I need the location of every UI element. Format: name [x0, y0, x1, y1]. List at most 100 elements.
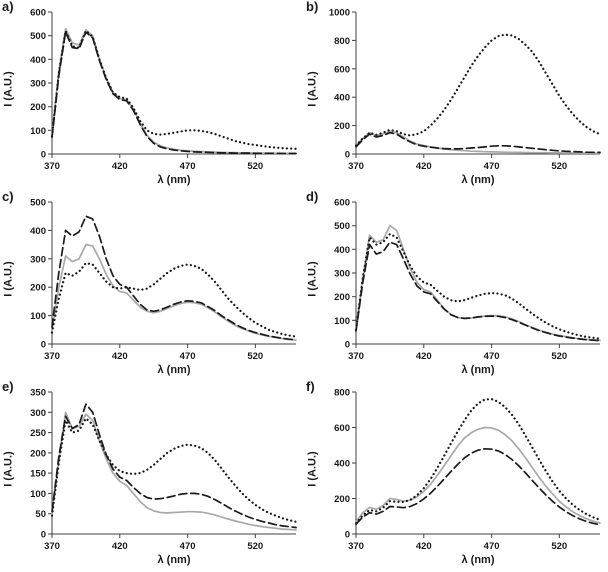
svg-text:600: 600 — [334, 64, 350, 75]
plot-area: 0 200 400 600 800 1000 370 420 470 520 — [322, 4, 608, 174]
y-axis-title-text: I (A.U.) — [3, 261, 16, 297]
svg-text:370: 370 — [44, 541, 60, 552]
chart-panel-e: e) I (A.U.) 0 50 100 150 200 250 300 350 370 420 4… — [0, 380, 304, 570]
chart-svg: 0 200 400 600 800 1000 370 420 470 520 — [329, 8, 602, 172]
svg-text:520: 520 — [247, 161, 263, 172]
svg-text:420: 420 — [112, 161, 128, 172]
svg-text:1000: 1000 — [329, 8, 350, 19]
svg-text:500: 500 — [30, 198, 46, 209]
y-axis-title-text: I (A.U.) — [3, 71, 16, 107]
chart-svg: 0 100 200 300 400 500 600 370 420 470 520 — [334, 198, 602, 362]
panel-label-d: d) — [306, 189, 319, 204]
svg-text:520: 520 — [551, 541, 567, 552]
svg-text:370: 370 — [348, 541, 364, 552]
svg-text:470: 470 — [484, 161, 500, 172]
x-axis-title: λ (nm) — [461, 174, 495, 186]
svg-text:800: 800 — [334, 36, 350, 47]
svg-text:600: 600 — [30, 8, 46, 19]
y-axis-title: I (A.U.) — [304, 194, 322, 364]
y-axis-title: I (A.U.) — [0, 194, 18, 364]
svg-text:420: 420 — [416, 541, 432, 552]
svg-text:600: 600 — [334, 423, 350, 434]
svg-text:0: 0 — [41, 150, 46, 161]
svg-text:50: 50 — [35, 509, 46, 520]
svg-text:250: 250 — [30, 428, 46, 439]
svg-text:370: 370 — [348, 351, 364, 362]
svg-text:0: 0 — [41, 340, 46, 351]
svg-text:500: 500 — [334, 221, 350, 232]
svg-text:200: 200 — [30, 448, 46, 459]
svg-text:200: 200 — [334, 121, 350, 132]
chart-panel-d: d) I (A.U.) 0 100 200 300 400 500 600 370 420 470… — [304, 190, 608, 380]
svg-text:400: 400 — [30, 55, 46, 66]
svg-text:420: 420 — [416, 161, 432, 172]
svg-text:300: 300 — [334, 269, 350, 280]
x-axis-title: λ (nm) — [157, 364, 191, 376]
svg-text:420: 420 — [112, 351, 128, 362]
svg-text:100: 100 — [334, 316, 350, 327]
svg-text:370: 370 — [348, 161, 364, 172]
y-axis-title: I (A.U.) — [304, 4, 322, 174]
y-axis-title: I (A.U.) — [0, 384, 18, 554]
y-axis-title-text: I (A.U.) — [3, 451, 16, 487]
x-axis-title: λ (nm) — [157, 554, 191, 566]
svg-text:0: 0 — [345, 530, 350, 541]
panel-label-a: a) — [2, 0, 14, 14]
plot-area: 0 50 100 150 200 250 300 350 370 420 470 520 — [18, 384, 304, 554]
svg-text:0: 0 — [345, 150, 350, 161]
chart-svg: 0 200 400 600 800 370 420 470 520 — [334, 388, 602, 552]
svg-text:300: 300 — [30, 254, 46, 265]
chart-panel-c: c) I (A.U.) 0 100 200 300 400 500 370 420 470 520… — [0, 190, 304, 380]
svg-text:200: 200 — [334, 292, 350, 303]
svg-text:520: 520 — [247, 351, 263, 362]
svg-text:350: 350 — [30, 388, 46, 399]
svg-text:500: 500 — [30, 31, 46, 42]
svg-text:100: 100 — [30, 126, 46, 137]
svg-text:470: 470 — [180, 541, 196, 552]
chart-panel-b: b) I (A.U.) 0 200 400 600 800 1000 370 420 470 52… — [304, 0, 608, 190]
svg-text:200: 200 — [30, 283, 46, 294]
svg-text:0: 0 — [345, 340, 350, 351]
chart-svg: 0 100 200 300 400 500 370 420 470 520 — [30, 198, 298, 362]
svg-text:300: 300 — [30, 408, 46, 419]
plot-area: 0 100 200 300 400 500 600 370 420 470 520 — [322, 194, 608, 364]
chart-svg: 0 100 200 300 400 500 600 370 420 470 520 — [30, 8, 298, 172]
y-axis-title: I (A.U.) — [0, 4, 18, 174]
svg-text:400: 400 — [30, 226, 46, 237]
panel-label-c: c) — [2, 189, 14, 204]
svg-text:520: 520 — [551, 351, 567, 362]
plot-area: 0 100 200 300 400 500 600 370 420 470 520 — [18, 4, 304, 174]
svg-text:200: 200 — [30, 102, 46, 113]
svg-text:100: 100 — [30, 489, 46, 500]
x-axis-title: λ (nm) — [461, 554, 495, 566]
panel-label-f: f) — [306, 379, 315, 394]
y-axis-title-text: I (A.U.) — [307, 71, 320, 107]
svg-text:420: 420 — [112, 541, 128, 552]
chart-svg: 0 50 100 150 200 250 300 350 370 420 470 520 — [30, 388, 298, 552]
svg-text:470: 470 — [484, 541, 500, 552]
plot-area: 0 200 400 600 800 370 420 470 520 — [322, 384, 608, 554]
panel-label-b: b) — [306, 0, 319, 14]
svg-text:470: 470 — [180, 351, 196, 362]
svg-text:200: 200 — [334, 494, 350, 505]
chart-panel-a: a) I (A.U.) 0 100 200 300 400 500 600 370 420 470… — [0, 0, 304, 190]
svg-text:600: 600 — [334, 198, 350, 209]
y-axis-title-text: I (A.U.) — [307, 451, 320, 487]
x-axis-title: λ (nm) — [461, 364, 495, 376]
svg-text:400: 400 — [334, 93, 350, 104]
svg-text:370: 370 — [44, 351, 60, 362]
svg-text:0: 0 — [41, 530, 46, 541]
svg-text:370: 370 — [44, 161, 60, 172]
panel-label-e: e) — [2, 379, 14, 394]
svg-text:400: 400 — [334, 245, 350, 256]
y-axis-title: I (A.U.) — [304, 384, 322, 554]
svg-text:470: 470 — [180, 161, 196, 172]
svg-text:100: 100 — [30, 311, 46, 322]
svg-text:400: 400 — [334, 459, 350, 470]
svg-text:520: 520 — [551, 161, 567, 172]
svg-text:800: 800 — [334, 388, 350, 399]
chart-panel-f: f) I (A.U.) 0 200 400 600 800 370 420 470 520 λ … — [304, 380, 608, 570]
svg-text:420: 420 — [416, 351, 432, 362]
svg-text:470: 470 — [484, 351, 500, 362]
